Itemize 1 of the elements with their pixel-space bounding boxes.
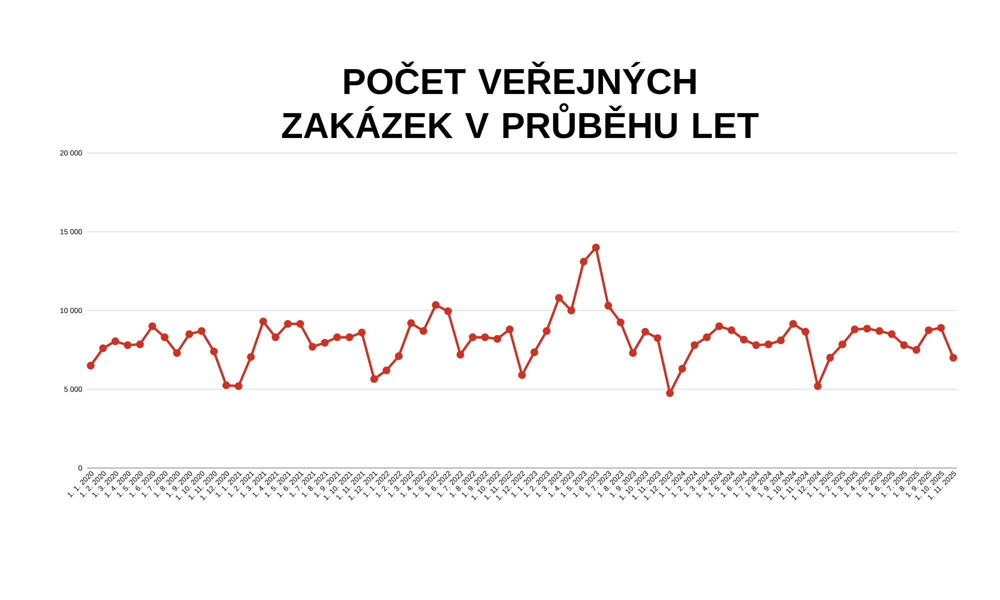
chart-title: POČET VEŘEJNÝCH ZAKÁZEK V PRŮBĚHU LET [282,62,759,138]
